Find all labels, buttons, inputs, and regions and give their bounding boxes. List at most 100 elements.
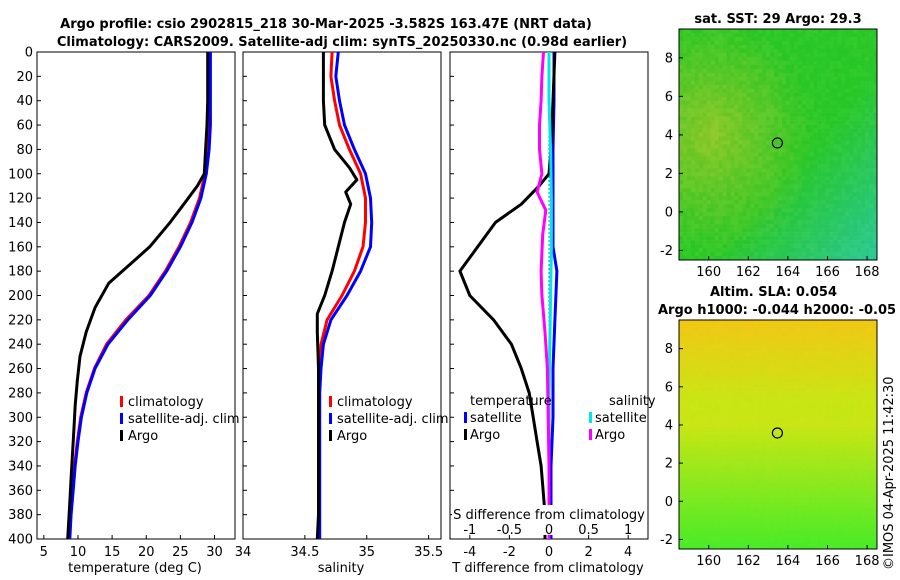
map-cell	[821, 200, 826, 205]
map-cell	[785, 367, 791, 372]
map-cell	[774, 124, 779, 129]
map-cell	[861, 430, 866, 435]
map-cell	[766, 92, 771, 97]
map-cell	[754, 367, 759, 372]
map-cell	[829, 351, 834, 356]
map-cell	[746, 192, 751, 197]
map-cell	[694, 406, 700, 412]
map-cell	[762, 395, 767, 400]
map-cell	[829, 331, 834, 337]
map-cell	[679, 60, 684, 66]
map-cell	[813, 84, 818, 90]
map-cell	[702, 80, 708, 86]
map-cell	[738, 140, 743, 145]
map-cell	[789, 76, 795, 82]
map-cell	[694, 236, 700, 241]
map-cell	[734, 406, 739, 412]
map-cell	[714, 56, 719, 62]
map-cell	[865, 320, 870, 325]
map-cell	[702, 172, 708, 177]
map-cell	[718, 76, 723, 82]
map-cell	[710, 406, 715, 412]
map-cell	[734, 88, 739, 94]
map-cell	[746, 208, 751, 213]
map-cell	[833, 88, 838, 94]
map-cell	[825, 168, 830, 173]
map-cell	[813, 406, 818, 412]
map-cell	[789, 450, 795, 455]
map-cell	[785, 343, 791, 348]
map-cell	[706, 347, 711, 352]
map-cell	[770, 92, 775, 97]
map-cell	[817, 88, 822, 94]
map-cell	[849, 426, 854, 431]
map-cell	[714, 220, 719, 225]
map-cell	[722, 398, 727, 404]
map-cell	[869, 406, 874, 412]
map-cell	[762, 216, 767, 221]
map-cell	[754, 236, 759, 241]
map-cell	[789, 410, 795, 416]
map-cell	[702, 132, 708, 137]
map-cell	[686, 68, 692, 74]
map-cell	[793, 442, 799, 447]
legend-swatch-climatology	[120, 396, 123, 407]
map-cell	[702, 120, 708, 125]
map-cell	[857, 52, 862, 58]
map-cell	[742, 442, 747, 447]
map-cell	[686, 84, 692, 90]
map-cell	[865, 96, 870, 101]
sla-map-title-line2: Argo h1000: -0.044 h2000: -0.05	[658, 303, 896, 318]
map-cell	[762, 240, 767, 245]
map-cell	[809, 339, 814, 344]
map-cell	[742, 120, 747, 125]
map-cell	[781, 335, 787, 341]
map-cell	[781, 88, 787, 94]
map-cell	[829, 180, 834, 185]
map-cell	[837, 148, 842, 153]
map-cell	[730, 355, 735, 360]
map-cell	[734, 156, 739, 161]
map-cell	[817, 64, 822, 70]
map-cell	[758, 462, 763, 467]
map-cell	[702, 36, 708, 42]
map-cell	[865, 188, 870, 193]
map-cell	[774, 406, 779, 412]
map-cell	[690, 204, 696, 209]
map-cell	[813, 148, 818, 153]
map-cell	[833, 192, 838, 197]
map-cell	[738, 450, 743, 455]
map-cell	[762, 438, 767, 443]
map-cell	[679, 398, 684, 404]
map-cell	[797, 232, 803, 237]
map-cell	[805, 347, 810, 352]
map-cell	[730, 426, 735, 431]
map-cell	[718, 450, 723, 455]
map-cell	[746, 120, 751, 125]
map-cell	[718, 168, 723, 173]
map-cell	[750, 68, 755, 74]
map-cell	[722, 220, 727, 225]
map-cell	[694, 120, 700, 125]
map-cell	[746, 414, 751, 420]
map-cell	[785, 88, 791, 94]
map-cell	[861, 60, 866, 66]
map-cell	[789, 395, 795, 400]
map-cell	[742, 339, 747, 344]
map-cell	[797, 172, 803, 177]
map-cell	[813, 383, 818, 388]
map-cell	[694, 104, 700, 109]
map-cell	[845, 347, 850, 352]
map-cell	[682, 236, 688, 241]
map-cell	[801, 136, 807, 141]
map-cell	[805, 80, 810, 86]
map-cell	[679, 220, 684, 225]
map-cell	[690, 395, 696, 400]
map-cell	[845, 244, 850, 249]
map-cell	[845, 462, 850, 467]
map-cell	[857, 140, 862, 145]
map-cell	[845, 426, 850, 431]
map-cell	[758, 100, 763, 105]
map-cell	[778, 108, 783, 113]
map-cell	[869, 256, 874, 261]
